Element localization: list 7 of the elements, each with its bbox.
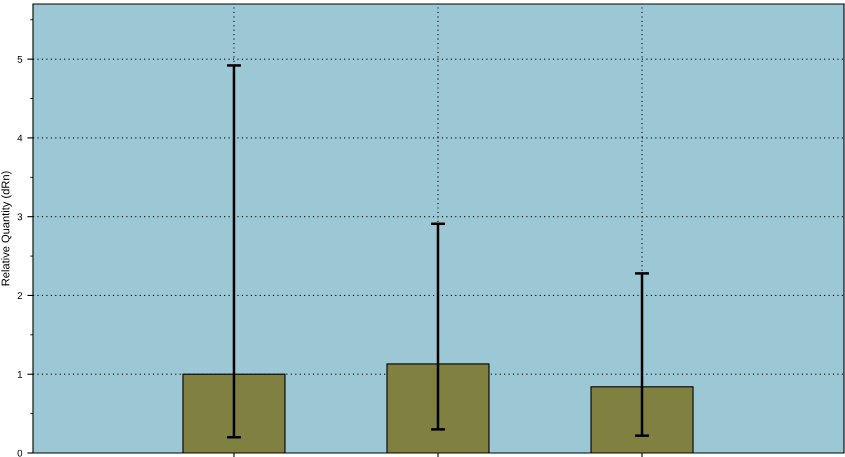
y-tick-label: 2 (18, 292, 22, 299)
y-axis-title: Relative Quantity (dRn) (1, 171, 12, 286)
y-tick-label: 0 (18, 450, 22, 457)
y-tick-label: 5 (18, 56, 22, 63)
y-tick-label: 4 (17, 134, 22, 142)
y-tick-label: 1 (18, 371, 22, 378)
y-tick-label: 3 (18, 213, 22, 220)
